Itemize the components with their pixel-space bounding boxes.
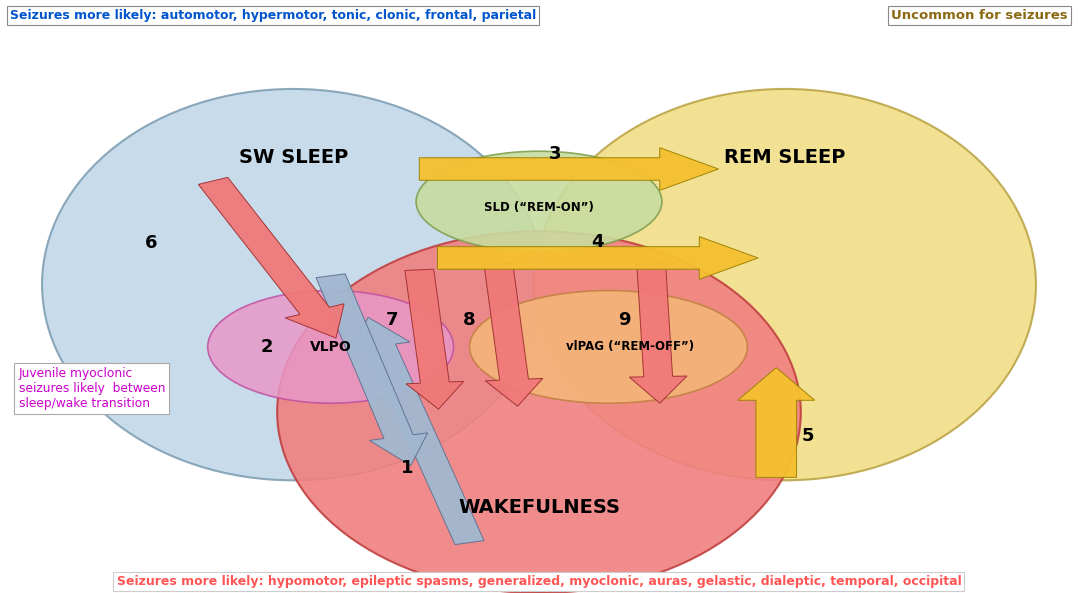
Text: Juvenile myoclonic
seizures likely  between
sleep/wake transition: Juvenile myoclonic seizures likely betwe… — [18, 367, 165, 410]
Ellipse shape — [277, 231, 801, 593]
FancyArrow shape — [316, 274, 428, 466]
Text: 5: 5 — [802, 427, 815, 445]
FancyArrow shape — [630, 264, 687, 403]
Text: VLPO: VLPO — [309, 340, 351, 354]
Text: 1: 1 — [401, 460, 414, 477]
Ellipse shape — [470, 291, 747, 403]
Text: 6: 6 — [144, 234, 157, 252]
Ellipse shape — [534, 89, 1036, 480]
FancyArrow shape — [351, 317, 484, 544]
FancyArrow shape — [438, 237, 758, 279]
Text: Seizures more likely: automotor, hypermotor, tonic, clonic, frontal, parietal: Seizures more likely: automotor, hypermo… — [10, 9, 536, 22]
Text: SW SLEEP: SW SLEEP — [238, 148, 348, 167]
Text: REM SLEEP: REM SLEEP — [724, 148, 845, 167]
Text: 7: 7 — [385, 311, 398, 329]
Text: 8: 8 — [464, 311, 475, 329]
Text: Uncommon for seizures: Uncommon for seizures — [892, 9, 1068, 22]
FancyArrow shape — [198, 177, 344, 338]
Text: vlPAG (“REM-OFF”): vlPAG (“REM-OFF”) — [566, 340, 694, 353]
Text: SLD (“REM-ON”): SLD (“REM-ON”) — [484, 201, 594, 214]
Text: WAKEFULNESS: WAKEFULNESS — [458, 498, 620, 517]
FancyArrow shape — [737, 368, 815, 477]
Ellipse shape — [416, 151, 662, 252]
Text: 2: 2 — [260, 338, 273, 356]
Text: 9: 9 — [619, 311, 631, 329]
FancyArrow shape — [419, 148, 719, 190]
Text: 4: 4 — [592, 233, 604, 251]
Ellipse shape — [42, 89, 544, 480]
Text: Seizures more likely: hypomotor, epileptic spasms, generalized, myoclonic, auras: Seizures more likely: hypomotor, epilept… — [116, 575, 962, 588]
FancyArrow shape — [484, 263, 543, 406]
Ellipse shape — [208, 291, 454, 403]
FancyArrow shape — [405, 269, 464, 409]
Text: 3: 3 — [549, 145, 562, 163]
